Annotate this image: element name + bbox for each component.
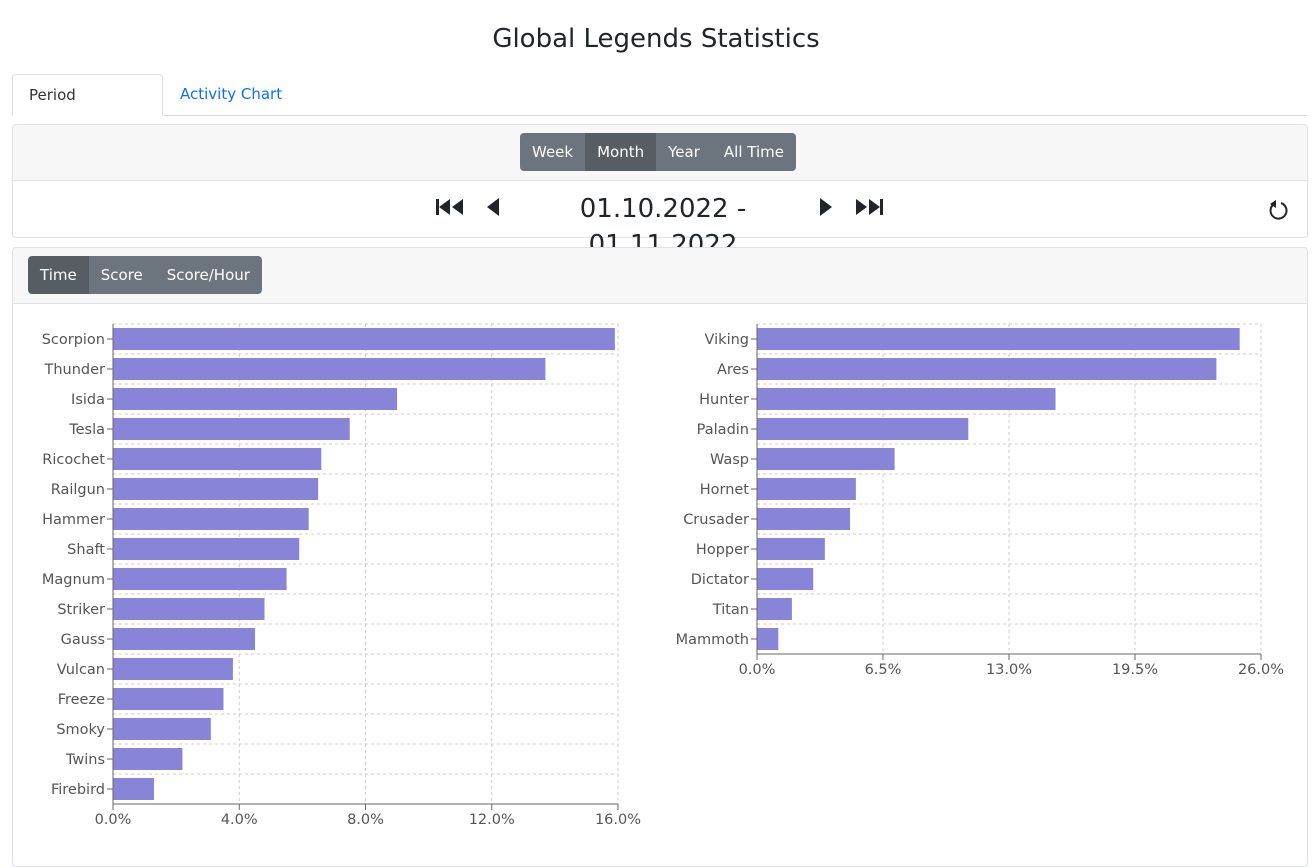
bar[interactable] xyxy=(113,628,256,650)
y-tick-label: Scorpion xyxy=(42,332,105,348)
bar[interactable] xyxy=(113,538,300,560)
bar[interactable] xyxy=(113,508,309,530)
hull-time-chart: Viking Ares Hunter Paladin Wasp Hornet Crusade… xyxy=(676,323,1284,678)
tab-activity-chart[interactable]: Activity Chart xyxy=(180,85,283,103)
x-tick-label: 0.0% xyxy=(95,812,132,828)
bar[interactable] xyxy=(113,388,398,410)
skip-to-end-icon[interactable] xyxy=(854,198,884,216)
bar[interactable] xyxy=(757,448,895,470)
bar[interactable] xyxy=(113,658,233,680)
y-tick-label: Vulcan xyxy=(57,662,105,678)
y-tick-label: Crusader xyxy=(683,512,749,528)
x-tick-label: 13.0% xyxy=(986,662,1032,678)
y-tick-label: Twins xyxy=(65,752,105,768)
bar[interactable] xyxy=(757,538,825,560)
tab-bar: Period Summary Activity Chart xyxy=(12,74,1308,145)
bar[interactable] xyxy=(757,568,814,590)
tab-period-summary[interactable]: Period Summary xyxy=(12,74,163,145)
bar[interactable] xyxy=(113,778,155,800)
date-navigation: 01.10.2022 - 01.11.2022 xyxy=(13,181,1307,260)
page-title: Global Legends Statistics xyxy=(492,24,820,54)
y-tick-label: Hopper xyxy=(696,542,749,558)
x-tick-label: 19.5% xyxy=(1112,662,1158,678)
period-card-header: Week Month Year All Time xyxy=(13,125,1307,181)
bar[interactable] xyxy=(113,328,615,350)
score-button[interactable]: Score xyxy=(88,256,155,294)
bar[interactable] xyxy=(113,418,350,440)
y-tick-label: Firebird xyxy=(51,782,105,798)
x-tick-label: 16.0% xyxy=(595,812,641,828)
y-tick-label: Thunder xyxy=(43,362,105,378)
y-tick-label: Shaft xyxy=(67,542,105,558)
x-tick-label: 0.0% xyxy=(739,662,776,678)
reset-icon[interactable] xyxy=(1267,199,1289,221)
y-tick-label: Striker xyxy=(57,602,105,618)
period-button-group: Week Month Year All Time xyxy=(520,133,796,171)
y-tick-label: Freeze xyxy=(58,692,105,708)
y-tick-label: Railgun xyxy=(51,482,105,498)
bar[interactable] xyxy=(757,478,856,500)
week-button[interactable]: Week xyxy=(520,133,586,171)
caret-right-icon[interactable] xyxy=(818,198,834,216)
x-tick-label: 6.5% xyxy=(865,662,902,678)
y-tick-label: Viking xyxy=(705,332,749,348)
y-tick-label: Hunter xyxy=(699,392,749,408)
year-button[interactable]: Year xyxy=(656,133,712,171)
stats-card: Time Score Score/Hour xyxy=(12,247,1308,867)
metric-button-group: Time Score Score/Hour xyxy=(28,256,262,294)
bar[interactable] xyxy=(113,358,546,380)
bar[interactable] xyxy=(757,628,779,650)
y-tick-label: Isida xyxy=(71,392,105,408)
caret-left-icon[interactable] xyxy=(485,198,501,216)
bar[interactable] xyxy=(113,688,224,710)
y-tick-label: Tesla xyxy=(68,422,105,438)
bar[interactable] xyxy=(113,598,265,620)
bar[interactable] xyxy=(113,448,322,470)
y-tick-label: Wasp xyxy=(710,452,749,468)
stats-card-header: Time Score Score/Hour xyxy=(13,248,1307,304)
date-range: 01.10.2022 - 01.11.2022 xyxy=(579,194,747,260)
bar[interactable] xyxy=(757,358,1217,380)
y-tick-label: Dictator xyxy=(691,572,749,588)
y-tick-label: Ares xyxy=(717,362,749,378)
x-tick-label: 4.0% xyxy=(221,812,258,828)
time-button[interactable]: Time xyxy=(28,256,89,294)
skip-to-start-icon[interactable] xyxy=(435,198,465,216)
bar[interactable] xyxy=(757,388,1056,410)
score-per-hour-button[interactable]: Score/Hour xyxy=(154,256,262,294)
y-tick-label: Hammer xyxy=(42,512,105,528)
y-tick-label: Ricochet xyxy=(42,452,105,468)
bar[interactable] xyxy=(757,598,792,620)
x-tick-label: 26.0% xyxy=(1238,662,1284,678)
y-tick-label: Gauss xyxy=(61,632,105,648)
bar[interactable] xyxy=(113,568,287,590)
bar[interactable] xyxy=(113,718,211,740)
all-time-button[interactable]: All Time xyxy=(711,133,796,171)
y-tick-label: Magnum xyxy=(42,572,105,588)
y-tick-label: Titan xyxy=(712,602,749,618)
period-card: Week Month Year All Time 01.10.2022 - 01… xyxy=(12,124,1308,260)
bar[interactable] xyxy=(113,748,183,770)
month-button[interactable]: Month xyxy=(585,133,657,171)
bar[interactable] xyxy=(757,418,969,440)
x-tick-label: 12.0% xyxy=(469,812,515,828)
y-tick-label: Mammoth xyxy=(676,632,749,648)
y-tick-label: Hornet xyxy=(700,482,750,498)
bar[interactable] xyxy=(113,478,319,500)
x-tick-label: 8.0% xyxy=(347,812,384,828)
y-tick-label: Paladin xyxy=(697,422,749,438)
y-tick-label: Smoky xyxy=(56,722,105,738)
bar[interactable] xyxy=(757,508,851,530)
bar[interactable] xyxy=(757,328,1240,350)
turret-time-chart: Scorpion Thunder Isida Tesla Ricochet Railgun… xyxy=(42,323,641,828)
